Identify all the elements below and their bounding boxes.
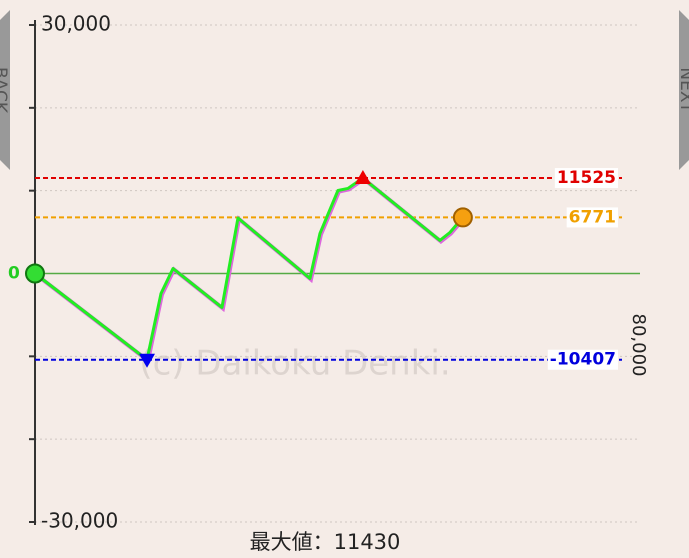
- max-marker: [354, 170, 371, 185]
- next-arrow[interactable]: [679, 10, 689, 170]
- next-button[interactable]: NEXT: [676, 10, 689, 170]
- y-tick-label: 30,000: [41, 12, 111, 36]
- footer: 最大値：11430: [250, 530, 401, 554]
- reference-label-bg: [566, 207, 618, 228]
- next-label[interactable]: NEXT: [676, 67, 689, 113]
- back-arrow[interactable]: [0, 10, 10, 170]
- min-marker: [139, 353, 156, 368]
- reference-label-bg: [547, 349, 618, 370]
- back-button[interactable]: BACK: [0, 10, 10, 170]
- start-marker: [25, 263, 45, 284]
- reference-label: 6771: [569, 207, 616, 227]
- end-marker: [452, 207, 473, 228]
- reference-label: 11525: [557, 168, 616, 188]
- back-label[interactable]: BACK: [0, 67, 10, 114]
- y-tick-label: 0: [8, 264, 20, 284]
- watermark: (c) Daikoku Denki.: [139, 344, 450, 384]
- y-tick-label: -30,000: [41, 509, 118, 533]
- reference-label: -10407: [550, 350, 616, 370]
- reference-label-bg: [554, 168, 618, 189]
- series-line: [34, 176, 465, 362]
- x-tick-label: 80,000: [628, 314, 649, 377]
